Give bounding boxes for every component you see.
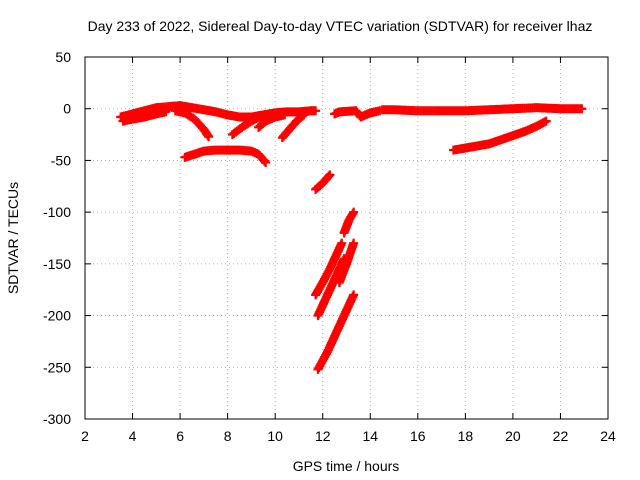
data-point-marker [324,171,334,181]
data-point-marker [280,110,290,120]
data-point-marker [297,111,307,121]
plot-frame [84,56,609,420]
x-tick-label: 16 [410,428,426,444]
y-tick-label: -250 [43,359,71,375]
data-point-marker [311,106,321,116]
x-tick-label: 2 [81,428,89,444]
y-tick-label: 50 [55,49,71,65]
series-arc-10to11 [277,110,309,143]
series-arc-main-late [377,103,587,116]
data-point-marker [259,156,269,166]
y-tick-label: -150 [43,256,71,272]
series-arc-dip-6to7 [170,106,214,142]
x-tick-label: 4 [129,428,137,444]
x-tick-label: 20 [505,428,521,444]
x-tick-label: 14 [362,428,378,444]
data-point-marker [541,116,551,126]
series-arc-rise-late [448,116,551,155]
series-arc-9to10 [254,110,290,132]
data-point-marker [299,110,309,120]
series-arc-steep-6 [313,290,359,374]
data-point-marker [337,238,347,248]
data-point-marker [577,104,587,114]
axis-ticks: 2 4 6 8 10 12 14 16 18 20 22 24500-50-100-150-200-2… [43,49,616,444]
y-tick-label: -200 [43,308,71,324]
series-arc-steep-5 [334,238,359,287]
data-point-marker [349,238,359,248]
series-arc-low-left [118,107,171,126]
x-tick-label: 6 [176,428,184,444]
data-marks [116,101,587,374]
series-arc-minus45 [180,145,271,167]
data-point-marker [325,170,335,180]
x-tick-label: 10 [267,428,283,444]
x-tick-label: 18 [458,428,474,444]
series-arc-steep-4 [313,254,349,321]
x-tick-label: 24 [600,428,616,444]
chart-title: Day 233 of 2022, Sidereal Day-to-day VTE… [88,18,593,34]
y-tick-label: 0 [63,101,71,117]
y-tick-label: -100 [43,204,71,220]
y-tick-label: -300 [43,411,71,427]
series-arc-steep-1 [311,170,335,194]
x-tick-label: 12 [315,428,331,444]
series-arc-steep-3 [311,238,347,300]
y-axis-label: SDTVAR / TECUs [5,182,21,294]
x-tick-label: 8 [224,428,232,444]
data-point-marker [349,207,359,217]
series-arc-mid-gaps [330,106,385,122]
data-point-marker [261,157,271,167]
x-tick-label: 22 [553,428,569,444]
data-point-marker [161,107,171,117]
y-tick-label: -50 [51,152,71,168]
data-point-marker [204,132,214,142]
series-arc-steep-2 [339,207,359,238]
x-axis-label: GPS time / hours [293,458,400,474]
data-point-marker [349,290,359,300]
